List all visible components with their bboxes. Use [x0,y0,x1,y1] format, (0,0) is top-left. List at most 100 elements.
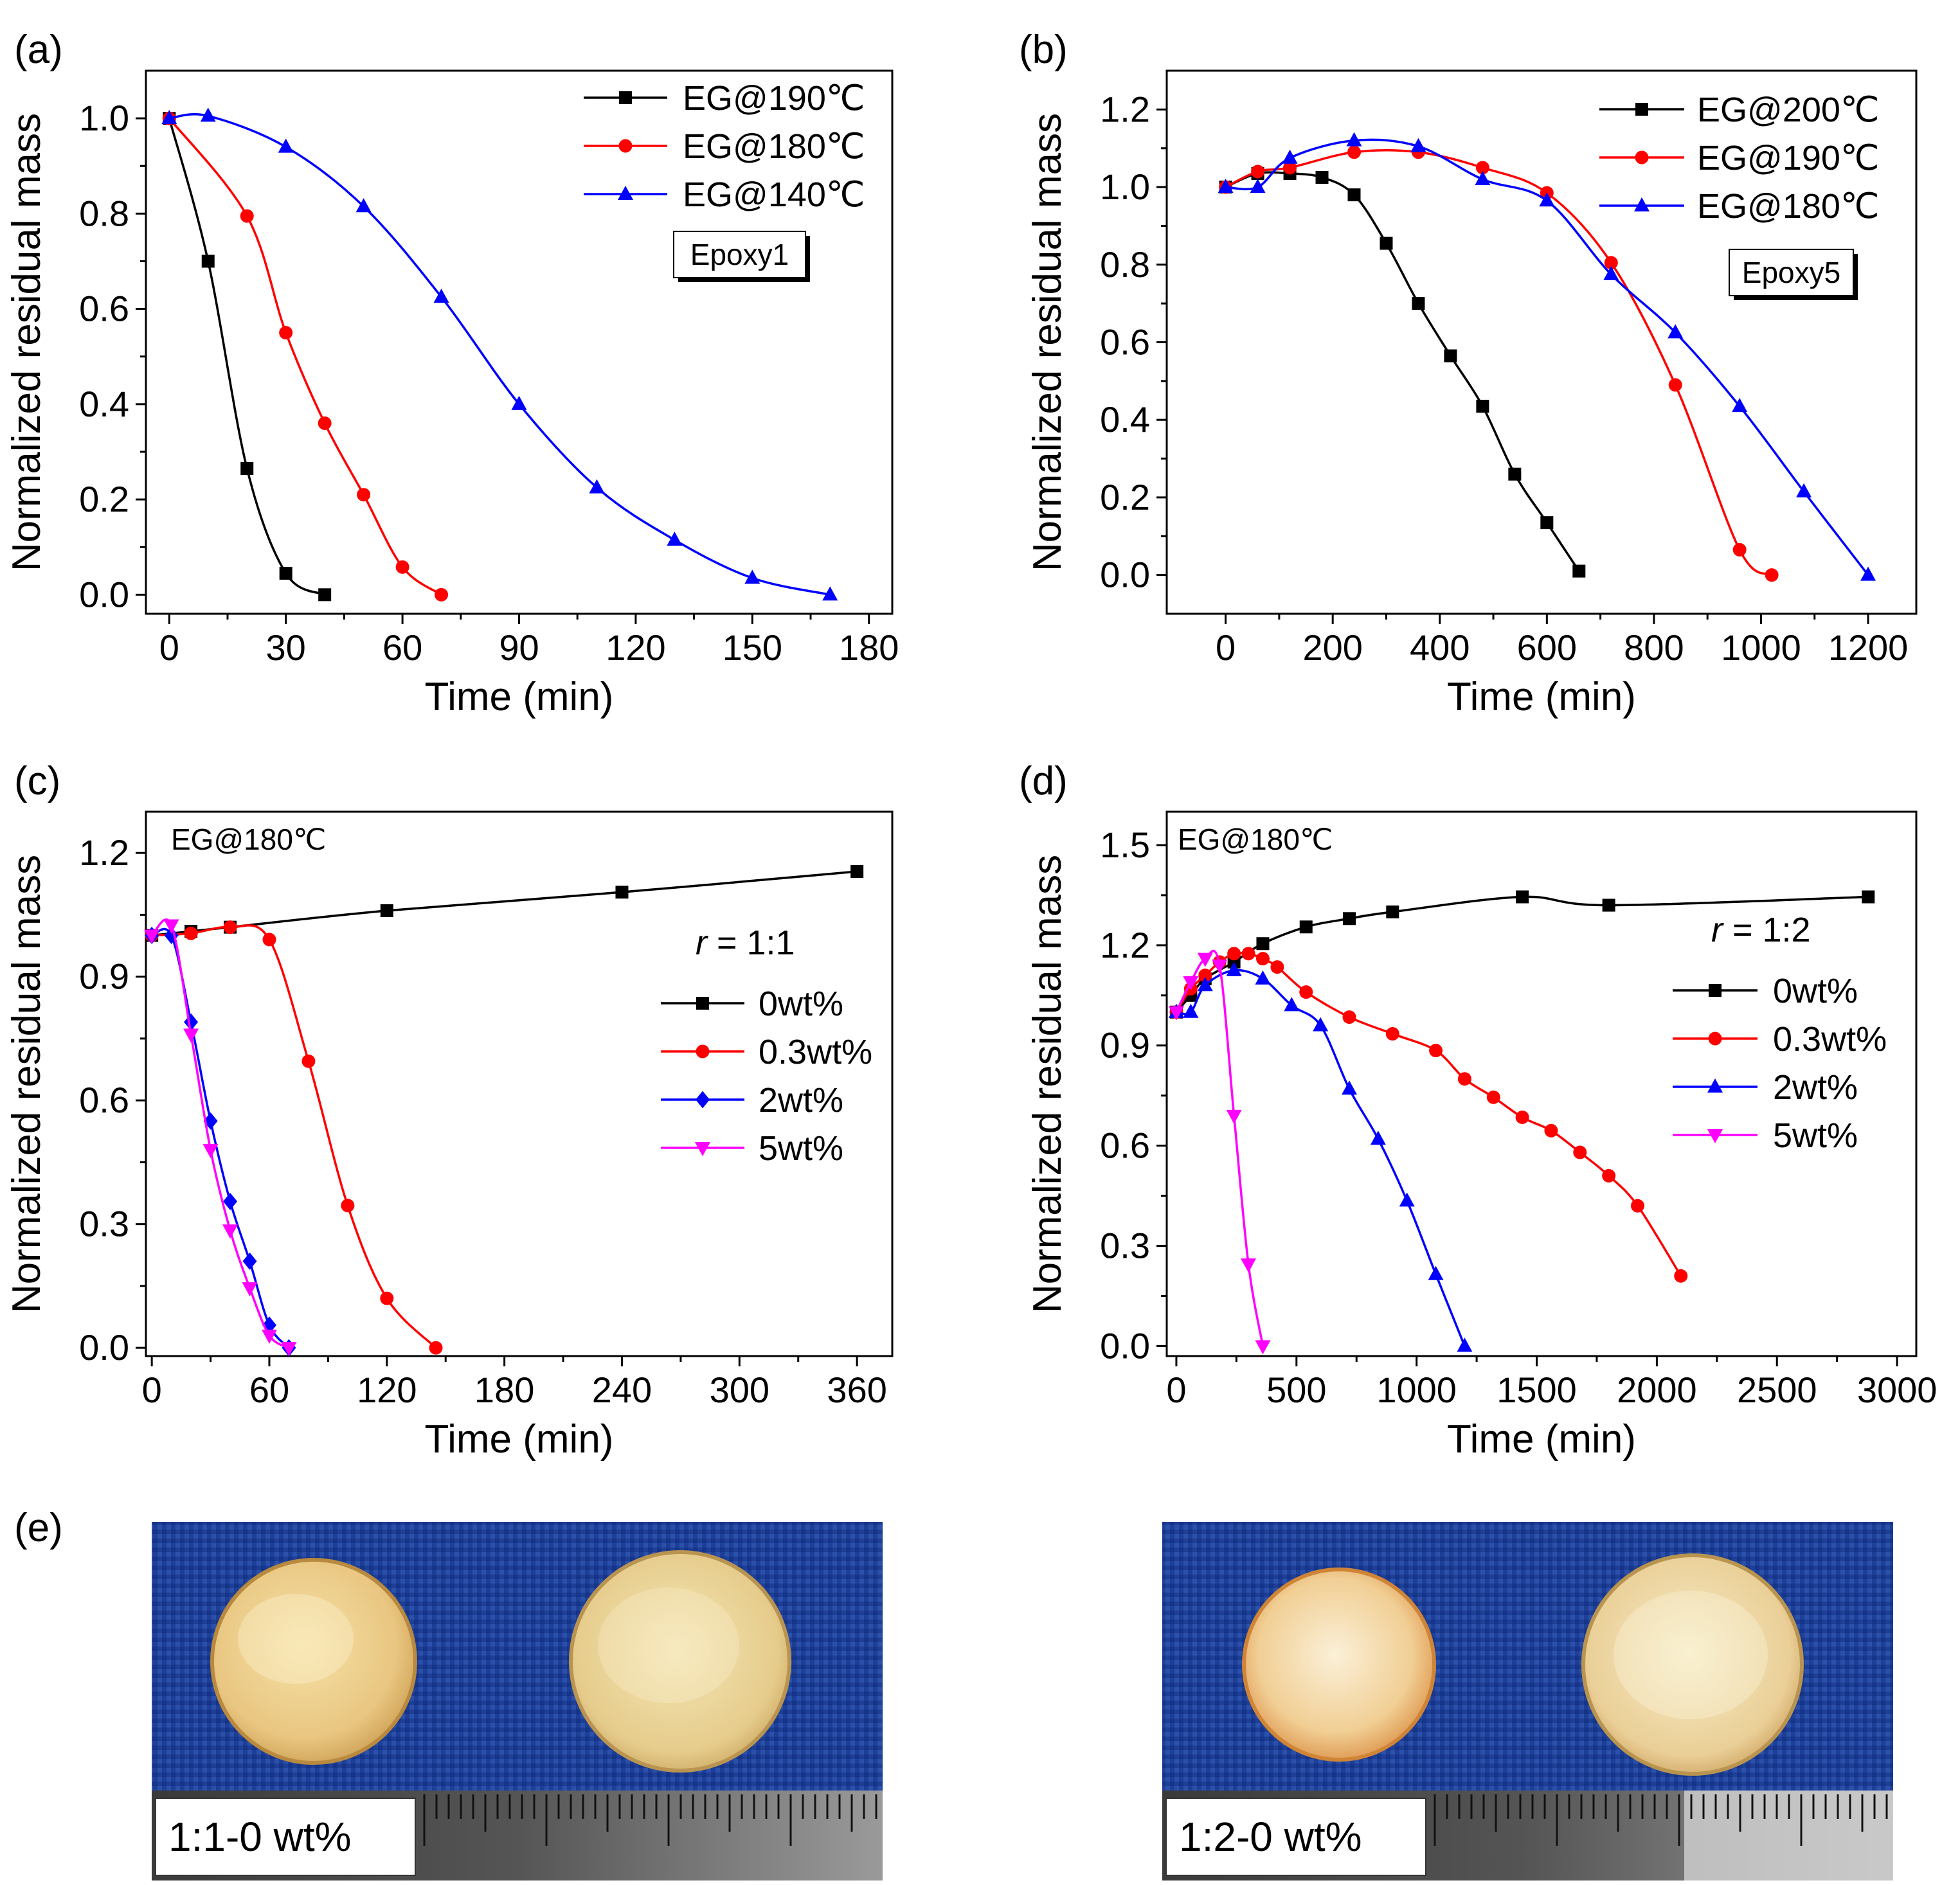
data-point [1515,1110,1529,1124]
legend-marker [1707,1078,1723,1093]
data-point [355,198,372,213]
data-point [1299,920,1313,934]
legend-entry: 5wt% [759,1129,843,1168]
data-point [1255,970,1271,985]
legend-marker [618,139,633,153]
data-point [1315,170,1329,184]
legend-title-value: = 1:1 [707,924,795,962]
y-axis-label: Normalized residual mass [4,855,49,1313]
series-line [1175,951,1682,1277]
y-tick-label: 0.8 [79,193,129,233]
data-point [1183,976,1199,991]
annotation-box [1729,249,1854,296]
data-point [1342,1080,1358,1095]
data-point [1212,960,1228,974]
data-point [1218,179,1234,193]
x-tick-label: 180 [839,627,899,668]
series-line [1225,149,1773,576]
legend-entry: 2wt% [1773,1068,1858,1107]
annotation-text: Epoxy5 [1742,256,1840,289]
data-point [1251,165,1265,179]
data-point [1197,952,1213,967]
legend-entry: 2wt% [759,1081,843,1120]
data-point [433,289,449,303]
data-point [184,926,198,940]
legend-entry: EG@200℃ [1697,91,1880,129]
x-tick-label: 0 [1216,627,1236,668]
data-point [1226,961,1242,976]
legend-title: r = 1:2 [1711,911,1811,949]
data-point [822,586,838,601]
y-tick-label: 1.5 [1100,825,1150,865]
series-line [169,113,831,596]
x-tick-label: 400 [1410,627,1470,668]
legend-marker [1709,984,1722,997]
data-point [1630,1199,1644,1213]
data-point [1299,985,1313,999]
data-point [589,479,605,494]
y-tick-label: 0.4 [1100,399,1150,440]
y-tick-label: 0.6 [1100,1125,1150,1166]
legend-entry: 0.3wt% [759,1033,872,1071]
legend-marker [696,997,709,1010]
x-tick-label: 150 [723,627,782,668]
x-axis-label: Time (min) [425,1417,614,1461]
data-point [667,532,683,546]
data-point [201,255,215,268]
panel-a-label: (a) [14,28,63,72]
data-point [1226,1109,1242,1124]
data-point [223,920,237,934]
series-line [168,118,442,596]
data-point [1313,1017,1329,1032]
y-tick-label: 0.6 [79,289,129,329]
legend-marker [1635,150,1649,165]
y-tick-label: 0.4 [79,384,129,424]
legend-marker [696,1044,710,1059]
x-tick-label: 800 [1624,627,1684,668]
data-point [318,416,332,431]
data-point [744,569,760,584]
caption-right: 1:2-0 wt% [1179,1814,1362,1860]
x-axis-label: Time (min) [425,675,614,719]
chart-d: 0 500 1000 1500 2000 2500 3000 0.0 0.3 0.6 0.9 1.2 1… [1025,810,1937,1461]
data-point [1765,568,1779,582]
data-point [262,933,276,947]
y-tick-label: 1.0 [1100,166,1150,207]
x-tick-label: 200 [1302,627,1362,668]
data-point [380,904,393,917]
data-point [1457,1337,1473,1352]
panel-e-label: (e) [14,1506,63,1550]
y-axis-label: Normalized residual mass [1025,855,1070,1313]
data-point [357,488,371,502]
data-point [301,1054,316,1068]
data-point [163,919,179,934]
legend-title-var: r [1711,911,1724,949]
legend-title: r = 1:1 [696,924,795,962]
legend-marker [696,1091,710,1109]
data-point [1486,1090,1500,1104]
data-point [318,588,332,602]
y-tick-label: 0.0 [1100,555,1150,595]
caption-left-box [155,1798,416,1876]
caption-right-box [1165,1798,1426,1876]
data-point [615,886,629,899]
y-tick-label: 0.8 [1100,244,1150,285]
series-line [151,927,290,1349]
sample-disc-4-highlight [1614,1591,1768,1719]
series-line [152,924,437,1349]
data-point [1796,483,1812,497]
data-point [161,110,177,125]
data-point [240,209,254,223]
x-tick-label: 240 [592,1370,652,1410]
y-tick-label: 1.0 [79,98,129,138]
y-tick-label: 0.6 [79,1080,129,1120]
x-tick-label: 30 [266,627,306,668]
data-point [1183,1003,1199,1018]
data-point [240,461,254,475]
data-point [1386,905,1399,918]
legend-entry: 0wt% [759,985,843,1023]
data-point [144,929,160,944]
data-point [1732,398,1748,413]
data-point [1342,1010,1356,1024]
y-tick-label: 1.2 [1100,89,1150,129]
